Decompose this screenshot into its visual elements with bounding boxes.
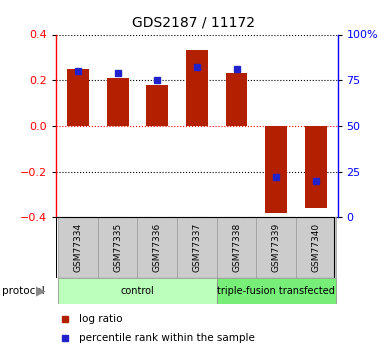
Text: GDS2187 / 11172: GDS2187 / 11172: [132, 16, 256, 30]
Text: GSM77337: GSM77337: [192, 223, 201, 272]
Text: ▶: ▶: [36, 284, 45, 297]
Bar: [98, 217, 137, 278]
Bar: [217, 278, 336, 304]
Bar: [177, 217, 217, 278]
Bar: [58, 278, 217, 304]
Text: GSM77334: GSM77334: [74, 223, 83, 272]
Text: control: control: [121, 286, 154, 296]
Bar: [137, 217, 177, 278]
Text: percentile rank within the sample: percentile rank within the sample: [79, 333, 255, 343]
Bar: [107, 78, 128, 126]
Text: log ratio: log ratio: [79, 314, 122, 324]
Text: GSM77338: GSM77338: [232, 223, 241, 272]
Bar: [67, 69, 89, 126]
Text: GSM77336: GSM77336: [153, 223, 162, 272]
Bar: [256, 217, 296, 278]
Bar: [305, 126, 327, 208]
Text: GSM77339: GSM77339: [272, 223, 281, 272]
Bar: [296, 217, 336, 278]
Bar: [226, 73, 248, 126]
Bar: [217, 217, 256, 278]
Bar: [265, 126, 287, 213]
Bar: [146, 85, 168, 126]
Text: protocol: protocol: [2, 286, 45, 296]
Text: GSM77335: GSM77335: [113, 223, 122, 272]
Text: GSM77340: GSM77340: [311, 223, 320, 272]
Bar: [58, 217, 98, 278]
Text: triple-fusion transfected: triple-fusion transfected: [217, 286, 335, 296]
Bar: [186, 50, 208, 126]
